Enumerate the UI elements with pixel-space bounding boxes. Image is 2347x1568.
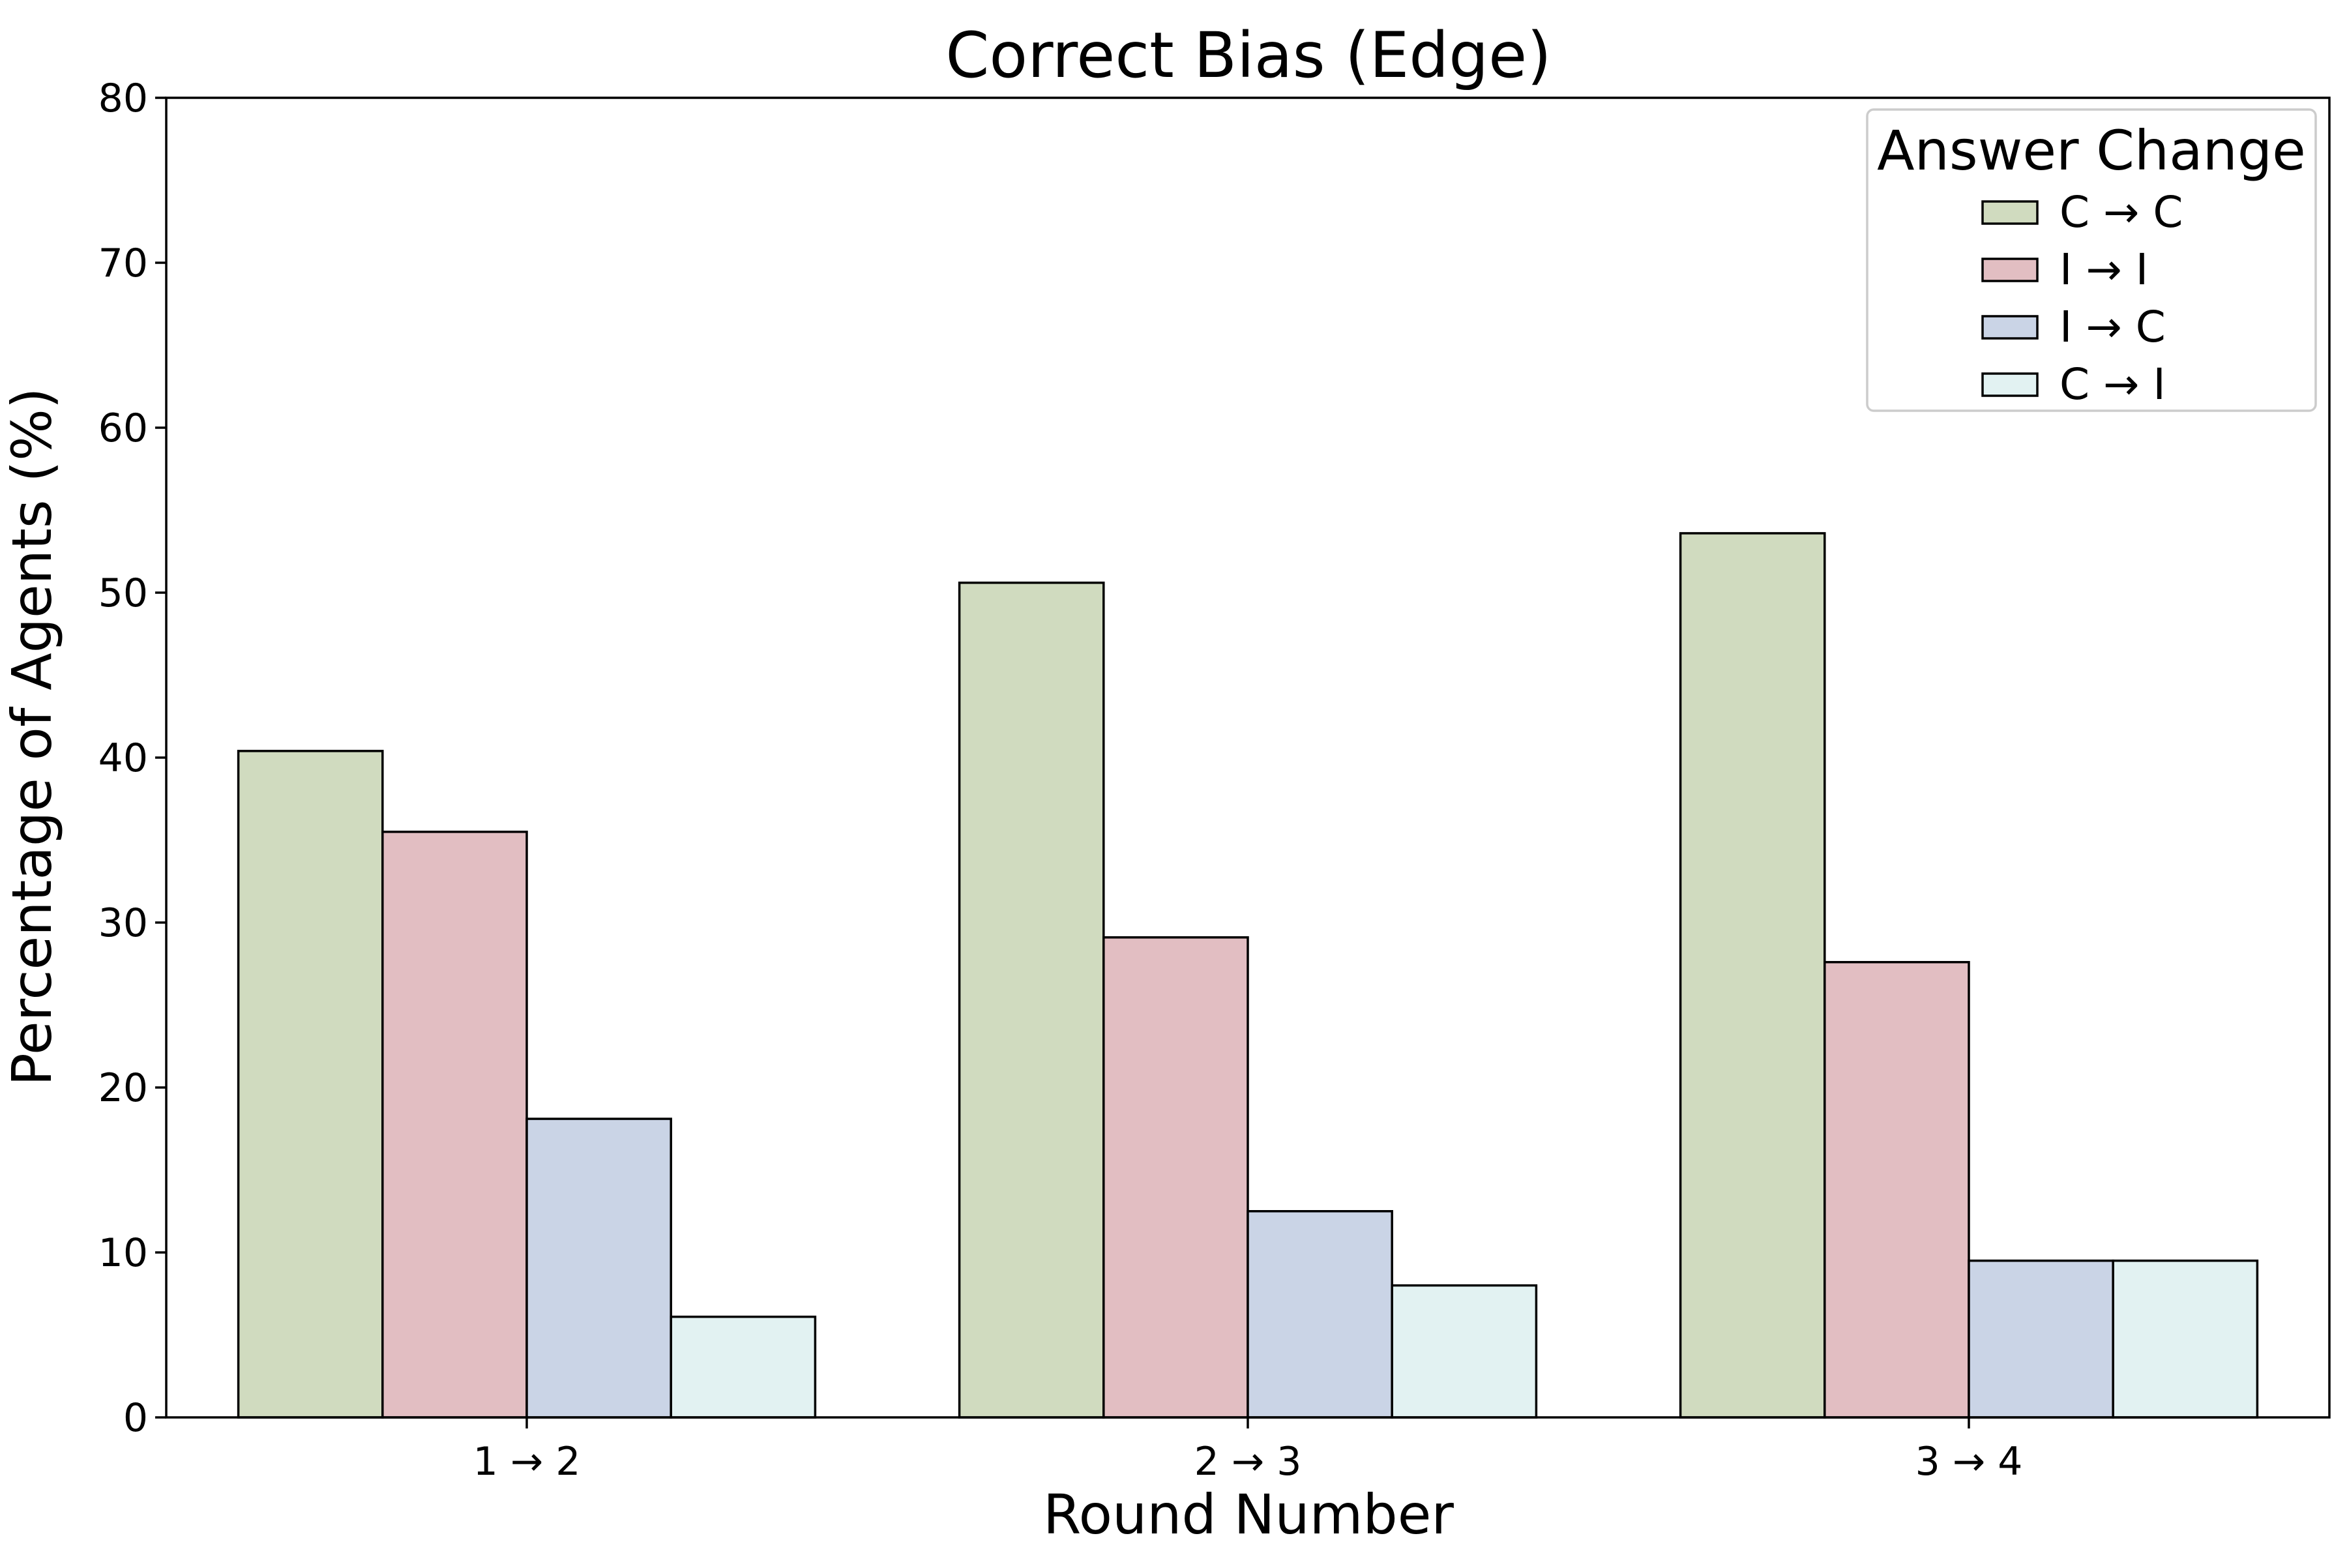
legend-title: Answer Change	[1877, 119, 2306, 183]
y-tick-label: 20	[98, 1065, 148, 1111]
bar	[1102, 936, 1249, 1419]
axes-layer: 0 10 20 30 40 50 60 70 80 1 → 2 2 → 3 3 → 4	[98, 76, 2331, 1485]
bar	[525, 1117, 672, 1419]
x-axis-label: Round Number	[1043, 1483, 1454, 1546]
legend-swatch	[1981, 258, 2039, 282]
legend-swatch	[1981, 315, 2039, 340]
legend-label: I → I	[2059, 244, 2148, 295]
bar	[1968, 1259, 2114, 1419]
bar	[1823, 960, 1970, 1419]
legend-swatch	[1981, 372, 2039, 397]
legend-label: C → C	[2059, 187, 2183, 237]
bar	[958, 582, 1105, 1419]
legend-label: C → I	[2059, 359, 2166, 409]
y-tick-label: 30	[98, 900, 148, 946]
bar	[670, 1315, 817, 1419]
x-tick-label: 2 → 3	[1194, 1439, 1302, 1485]
bar	[1247, 1210, 1393, 1419]
bar	[1391, 1284, 1538, 1419]
y-axis-label: Percentage of Agents (%)	[0, 387, 64, 1086]
legend-swatch	[1981, 200, 2039, 225]
chart-title: Correct Bias (Edge)	[945, 19, 1551, 92]
x-tick-label: 3 → 4	[1915, 1439, 2023, 1485]
y-tick-label: 80	[98, 76, 148, 121]
y-tick-label: 50	[98, 570, 148, 616]
y-tick-label: 40	[98, 735, 148, 781]
y-tick-label: 60	[98, 406, 148, 451]
x-tick-label: 1 → 2	[473, 1439, 581, 1485]
bar	[2112, 1259, 2259, 1419]
legend-box	[1866, 108, 2317, 412]
legend-label: I → C	[2059, 302, 2166, 352]
bar	[237, 750, 384, 1419]
y-tick-label: 10	[98, 1230, 148, 1276]
y-tick-label: 0	[123, 1395, 148, 1441]
bar	[381, 831, 528, 1419]
y-tick-label: 70	[98, 241, 148, 286]
bar	[1679, 532, 1826, 1419]
bars-layer	[237, 532, 2259, 1419]
